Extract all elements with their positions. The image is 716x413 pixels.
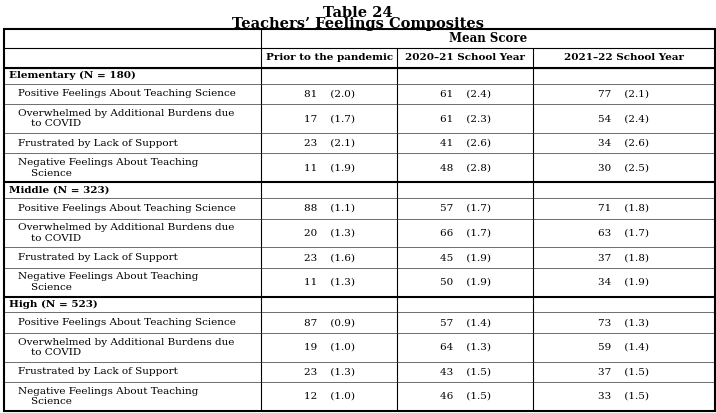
Text: Middle (N = 323): Middle (N = 323) xyxy=(9,186,110,195)
Text: 37    (1.5): 37 (1.5) xyxy=(599,368,649,376)
Text: 87    (0.9): 87 (0.9) xyxy=(304,318,355,327)
Text: 43    (1.5): 43 (1.5) xyxy=(440,368,491,376)
Text: Elementary (N = 180): Elementary (N = 180) xyxy=(9,71,136,81)
Text: Positive Feelings About Teaching Science: Positive Feelings About Teaching Science xyxy=(18,90,236,98)
Text: 33    (1.5): 33 (1.5) xyxy=(599,392,649,401)
Text: 20    (1.3): 20 (1.3) xyxy=(304,228,355,237)
Text: 57    (1.4): 57 (1.4) xyxy=(440,318,491,327)
Text: 57    (1.7): 57 (1.7) xyxy=(440,204,491,213)
Text: 11    (1.3): 11 (1.3) xyxy=(304,278,355,287)
Text: 41    (2.6): 41 (2.6) xyxy=(440,139,491,148)
Text: 11    (1.9): 11 (1.9) xyxy=(304,164,355,172)
Text: 61    (2.4): 61 (2.4) xyxy=(440,90,491,98)
Text: 37    (1.8): 37 (1.8) xyxy=(599,253,649,262)
Text: Overwhelmed by Additional Burdens due
    to COVID: Overwhelmed by Additional Burdens due to… xyxy=(18,337,234,357)
Text: Negative Feelings About Teaching
    Science: Negative Feelings About Teaching Science xyxy=(18,387,198,406)
Text: 66    (1.7): 66 (1.7) xyxy=(440,228,491,237)
Text: Prior to the pandemic: Prior to the pandemic xyxy=(266,53,393,62)
Text: High (N = 523): High (N = 523) xyxy=(9,300,98,309)
Text: Frustrated by Lack of Support: Frustrated by Lack of Support xyxy=(18,139,178,148)
Text: 23    (2.1): 23 (2.1) xyxy=(304,139,355,148)
Text: 12    (1.0): 12 (1.0) xyxy=(304,392,355,401)
Text: 88    (1.1): 88 (1.1) xyxy=(304,204,355,213)
Text: 45    (1.9): 45 (1.9) xyxy=(440,253,491,262)
Text: 77    (2.1): 77 (2.1) xyxy=(599,90,649,98)
Text: 81    (2.0): 81 (2.0) xyxy=(304,90,355,98)
Text: 54    (2.4): 54 (2.4) xyxy=(599,114,649,123)
Text: 46    (1.5): 46 (1.5) xyxy=(440,392,491,401)
Text: 19    (1.0): 19 (1.0) xyxy=(304,343,355,352)
Text: Mean Score: Mean Score xyxy=(449,32,527,45)
Text: Teachers’ Feelings Composites: Teachers’ Feelings Composites xyxy=(232,17,484,31)
Text: 34    (1.9): 34 (1.9) xyxy=(599,278,649,287)
Text: Overwhelmed by Additional Burdens due
    to COVID: Overwhelmed by Additional Burdens due to… xyxy=(18,223,234,242)
Text: Negative Feelings About Teaching
    Science: Negative Feelings About Teaching Science xyxy=(18,158,198,178)
Text: Frustrated by Lack of Support: Frustrated by Lack of Support xyxy=(18,253,178,262)
Text: 48    (2.8): 48 (2.8) xyxy=(440,164,491,172)
Text: 63    (1.7): 63 (1.7) xyxy=(599,228,649,237)
Text: Positive Feelings About Teaching Science: Positive Feelings About Teaching Science xyxy=(18,318,236,327)
Text: 34    (2.6): 34 (2.6) xyxy=(599,139,649,148)
Text: 59    (1.4): 59 (1.4) xyxy=(599,343,649,352)
Text: Positive Feelings About Teaching Science: Positive Feelings About Teaching Science xyxy=(18,204,236,213)
Text: 17    (1.7): 17 (1.7) xyxy=(304,114,355,123)
Text: Frustrated by Lack of Support: Frustrated by Lack of Support xyxy=(18,368,178,376)
Text: 2021–22 School Year: 2021–22 School Year xyxy=(564,53,684,62)
Text: 30    (2.5): 30 (2.5) xyxy=(599,164,649,172)
Text: 23    (1.6): 23 (1.6) xyxy=(304,253,355,262)
Text: 73    (1.3): 73 (1.3) xyxy=(599,318,649,327)
Text: Overwhelmed by Additional Burdens due
    to COVID: Overwhelmed by Additional Burdens due to… xyxy=(18,109,234,128)
Text: 50    (1.9): 50 (1.9) xyxy=(440,278,491,287)
Text: Negative Feelings About Teaching
    Science: Negative Feelings About Teaching Science xyxy=(18,273,198,292)
Text: 64    (1.3): 64 (1.3) xyxy=(440,343,491,352)
Text: 23    (1.3): 23 (1.3) xyxy=(304,368,355,376)
Text: 71    (1.8): 71 (1.8) xyxy=(599,204,649,213)
Text: 61    (2.3): 61 (2.3) xyxy=(440,114,491,123)
Text: Table 24: Table 24 xyxy=(323,6,393,20)
Text: 2020–21 School Year: 2020–21 School Year xyxy=(405,53,526,62)
